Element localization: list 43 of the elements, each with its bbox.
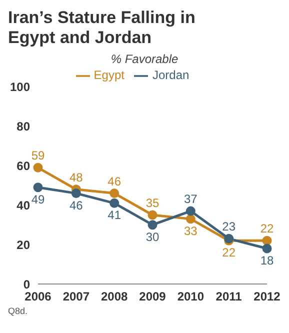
data-label: 59: [31, 148, 45, 163]
x-tick-label: 2009: [139, 290, 166, 304]
y-tick-label: 60: [16, 158, 30, 173]
x-tick-label: 2007: [62, 290, 90, 304]
data-label: 35: [146, 196, 160, 210]
point: [262, 244, 272, 254]
data-label: 33: [184, 224, 198, 238]
legend-label: Egypt: [94, 68, 124, 82]
point: [186, 206, 196, 216]
point: [186, 214, 196, 224]
y-tick-label: 40: [16, 198, 30, 212]
data-label: 46: [108, 174, 122, 188]
y-tick-label: 0: [23, 277, 30, 292]
x-tick-label: 2011: [216, 290, 242, 304]
text: Q8d.: [8, 306, 29, 316]
data-label: 18: [260, 254, 274, 268]
data-label: 37: [184, 192, 198, 206]
x-tick-label: 2012: [254, 290, 281, 304]
point: [33, 182, 43, 192]
point: [148, 220, 158, 230]
chart-title: Iran’s Stature Falling in Egypt and Jordan: [8, 8, 196, 48]
point: [148, 210, 158, 220]
point: [71, 188, 81, 198]
data-label: 22: [222, 246, 236, 260]
point: [262, 236, 272, 246]
point: [110, 198, 120, 208]
data-label: 22: [260, 222, 274, 236]
x-tick-label: 2006: [24, 290, 52, 304]
data-label: 23: [222, 220, 236, 234]
x-tick-label: 2010: [177, 290, 204, 304]
data-label: 49: [31, 192, 45, 206]
data-label: 41: [108, 208, 122, 222]
y-tick-label: 100: [10, 80, 30, 94]
data-label: 48: [69, 170, 84, 184]
x-tick-label: 2008: [100, 290, 128, 304]
point: [33, 162, 43, 172]
data-label: 30: [146, 230, 160, 244]
y-tick-label: 80: [16, 120, 30, 134]
y-tick-label: 20: [16, 238, 30, 252]
data-label: 46: [69, 198, 84, 212]
point: [110, 188, 120, 198]
legend-label: Jordan: [152, 68, 190, 82]
chart-subtitle: % Favorable: [110, 52, 180, 66]
